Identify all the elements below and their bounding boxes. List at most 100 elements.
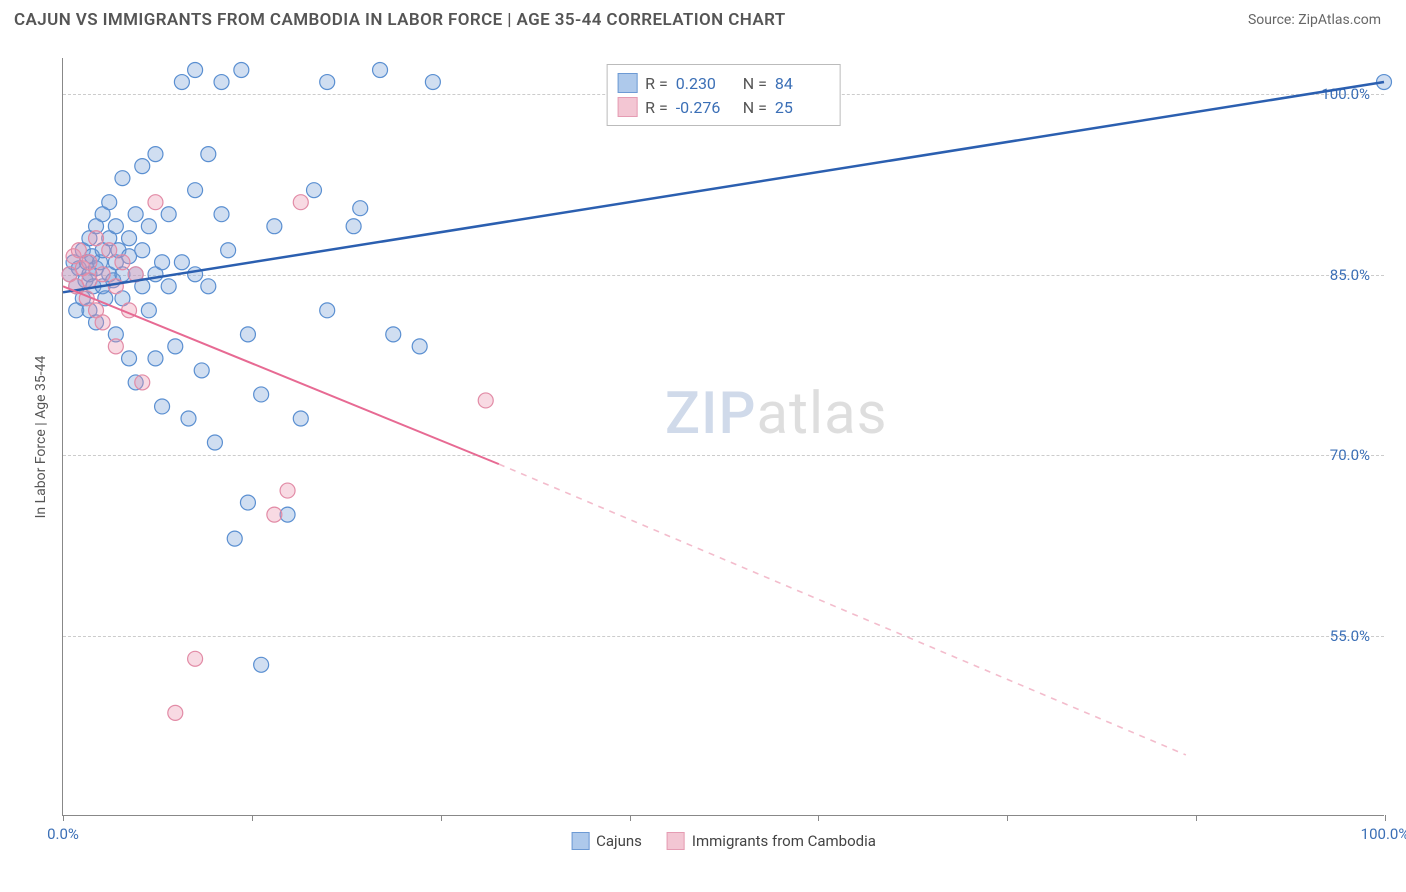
legend-item: Cajuns [571, 832, 642, 850]
chart-title: CAJUN VS IMMIGRANTS FROM CAMBODIA IN LAB… [14, 10, 786, 30]
scatter-point [267, 219, 282, 234]
scatter-point [194, 363, 209, 378]
scatter-point [122, 231, 137, 246]
regression-line [63, 286, 499, 464]
scatter-point [71, 243, 86, 258]
scatter-point [280, 483, 295, 498]
x-tick [1196, 815, 1197, 821]
stat-n-value: 84 [775, 74, 830, 93]
stats-row: R = -0.276 N = 25 [617, 95, 830, 119]
scatter-point [240, 327, 255, 342]
scatter-point [267, 507, 282, 522]
legend-swatch [617, 97, 637, 117]
scatter-point [102, 243, 117, 258]
scatter-point [293, 195, 308, 210]
scatter-point [306, 183, 321, 198]
x-tick [818, 815, 819, 821]
scatter-point [320, 303, 335, 318]
legend-swatch [571, 832, 589, 850]
scatter-svg [63, 58, 1384, 815]
scatter-point [168, 339, 183, 354]
x-tick [1385, 815, 1386, 821]
chart-container: In Labor Force | Age 35-44 55.0%70.0%85.… [14, 50, 1392, 875]
scatter-point [135, 243, 150, 258]
scatter-point [108, 219, 123, 234]
scatter-point [214, 207, 229, 222]
scatter-point [115, 171, 130, 186]
scatter-point [221, 243, 236, 258]
scatter-point [108, 339, 123, 354]
regression-line-extrapolated [499, 464, 1186, 755]
scatter-point [346, 219, 361, 234]
scatter-point [386, 327, 401, 342]
scatter-point [188, 63, 203, 78]
source-credit: Source: ZipAtlas.com [1248, 12, 1381, 28]
scatter-point [412, 339, 427, 354]
scatter-point [320, 75, 335, 90]
scatter-point [227, 531, 242, 546]
scatter-point [155, 255, 170, 270]
x-tick [252, 815, 253, 821]
scatter-point [141, 303, 156, 318]
scatter-point [373, 63, 388, 78]
scatter-point [161, 279, 176, 294]
scatter-point [201, 279, 216, 294]
scatter-point [254, 387, 269, 402]
stat-n-label: N = [739, 74, 767, 93]
legend-label: Cajuns [596, 832, 642, 850]
scatter-point [155, 399, 170, 414]
x-tick [630, 815, 631, 821]
scatter-point [207, 435, 222, 450]
scatter-point [188, 267, 203, 282]
scatter-point [108, 279, 123, 294]
stat-r-label: R = [645, 98, 668, 117]
scatter-point [478, 393, 493, 408]
stat-r-label: R = [645, 74, 668, 93]
scatter-point [353, 201, 368, 216]
scatter-point [234, 63, 249, 78]
stat-r-value: 0.230 [676, 74, 731, 93]
scatter-point [135, 375, 150, 390]
scatter-point [181, 411, 196, 426]
scatter-point [214, 75, 229, 90]
scatter-point [201, 147, 216, 162]
scatter-point [240, 495, 255, 510]
stats-legend: R = 0.230 N = 84 R = -0.276 N = 25 [606, 64, 841, 126]
stat-r-value: -0.276 [676, 98, 731, 117]
plot-area: In Labor Force | Age 35-44 55.0%70.0%85.… [62, 58, 1384, 816]
series-legend: Cajuns Immigrants from Cambodia [571, 832, 876, 850]
scatter-point [174, 75, 189, 90]
scatter-point [89, 231, 104, 246]
scatter-point [141, 219, 156, 234]
legend-swatch [667, 832, 685, 850]
stat-n-label: N = [739, 98, 767, 117]
scatter-point [174, 255, 189, 270]
x-tick [63, 815, 64, 821]
x-tick [1007, 815, 1008, 821]
scatter-point [425, 75, 440, 90]
scatter-point [148, 147, 163, 162]
scatter-point [115, 255, 130, 270]
scatter-point [168, 705, 183, 720]
scatter-point [128, 207, 143, 222]
x-tick-label: 100.0% [1361, 825, 1406, 843]
scatter-point [82, 255, 97, 270]
scatter-point [102, 195, 117, 210]
scatter-point [148, 351, 163, 366]
scatter-point [293, 411, 308, 426]
legend-item: Immigrants from Cambodia [667, 832, 876, 850]
scatter-point [254, 657, 269, 672]
stats-row: R = 0.230 N = 84 [617, 71, 830, 95]
scatter-point [148, 195, 163, 210]
scatter-point [161, 207, 176, 222]
x-tick [441, 815, 442, 821]
stat-n-value: 25 [775, 98, 830, 117]
y-axis-title: In Labor Force | Age 35-44 [33, 355, 49, 518]
legend-swatch [617, 73, 637, 93]
scatter-point [95, 267, 110, 282]
scatter-point [122, 351, 137, 366]
scatter-point [95, 315, 110, 330]
legend-label: Immigrants from Cambodia [692, 832, 876, 850]
scatter-point [188, 651, 203, 666]
x-tick-label: 0.0% [47, 825, 79, 843]
